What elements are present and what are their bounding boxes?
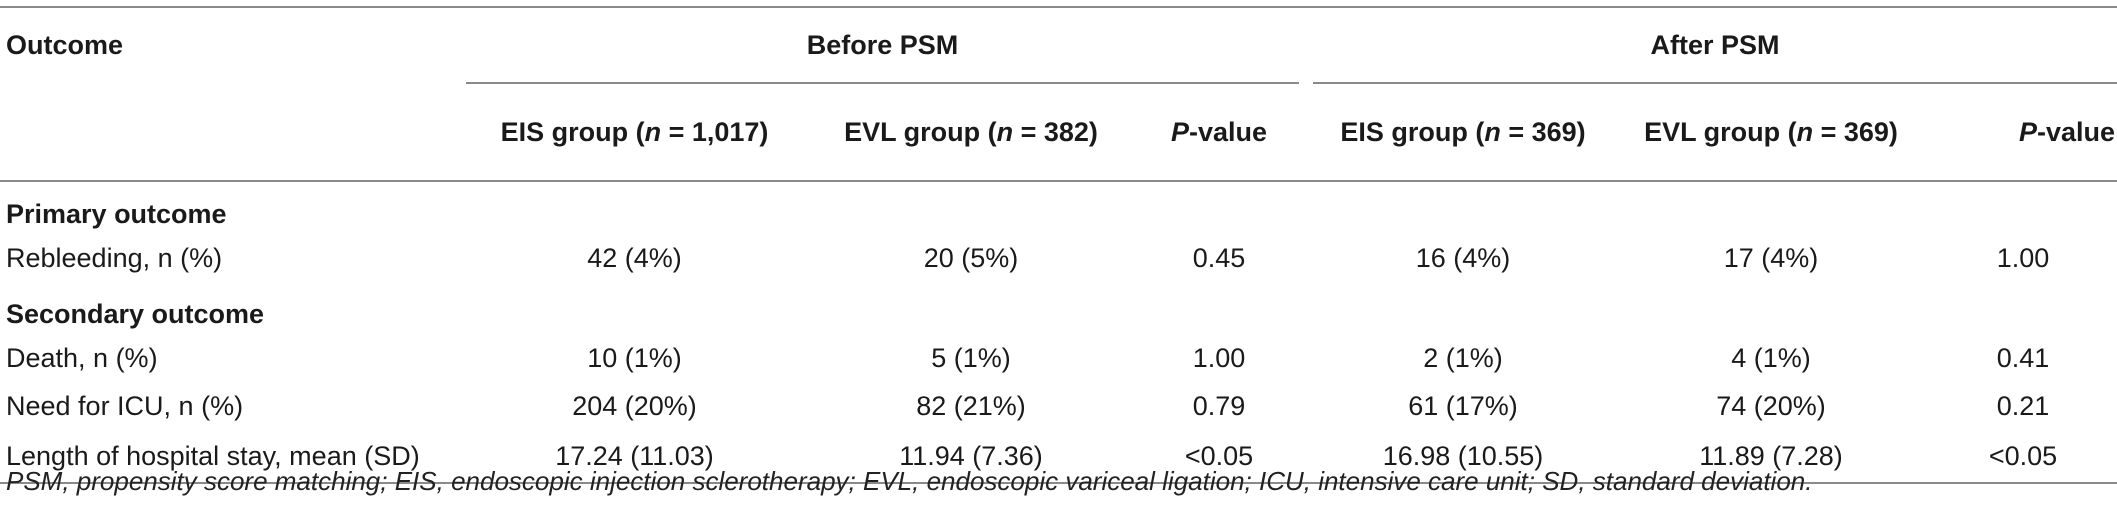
- cell-eis-before: 204 (20%): [572, 390, 697, 421]
- row-label: Need for ICU, n (%): [6, 390, 244, 421]
- table-row: Death, n (%) 10 (1%) 5 (1%) 1.00 2 (1%) …: [0, 334, 2117, 382]
- cell-p-after: 0.41: [1996, 342, 2050, 373]
- eis-before-header: EIS group (n = 1,017): [500, 116, 769, 147]
- row-label: Rebleeding, n (%): [6, 242, 223, 273]
- cell-evl-after: 74 (20%): [1716, 390, 1826, 421]
- section-row-primary: Primary outcome: [0, 181, 2117, 234]
- evl-after-header: EVL group (n = 369): [1644, 116, 1898, 147]
- section-label: Secondary outcome: [6, 299, 265, 329]
- table-footnote: PSM, propensity score matching; EIS, end…: [6, 466, 1813, 496]
- after-psm-header: After PSM: [1313, 7, 2117, 84]
- cell-p-after: 0.21: [1996, 390, 2050, 421]
- row-label: Death, n (%): [6, 342, 158, 373]
- cell-eis-after: 16 (4%): [1415, 242, 1511, 273]
- cell-eis-before: 42 (4%): [587, 242, 682, 273]
- cell-eis-after: 61 (17%): [1408, 390, 1518, 421]
- cell-eis-before: 17.24 (11.03): [555, 440, 714, 471]
- cell-evl-before: 82 (21%): [916, 390, 1026, 421]
- cell-eis-before: 10 (1%): [587, 342, 682, 373]
- p-after-header: P-value: [2018, 116, 2115, 147]
- evl-before-header: EVL group (n = 382): [844, 116, 1098, 147]
- cell-p-before: 0.79: [1192, 390, 1246, 421]
- eis-after-header: EIS group (n = 369): [1340, 116, 1586, 147]
- cell-p-after: <0.05: [1988, 440, 2058, 471]
- header-row-1: Outcome Before PSM After PSM: [0, 7, 2117, 84]
- cell-eis-after: 2 (1%): [1423, 342, 1503, 373]
- cell-evl-after: 4 (1%): [1731, 342, 1811, 373]
- cell-eis-after: 16.98 (10.55): [1382, 440, 1544, 471]
- p-before-header: P-value: [1170, 116, 1268, 147]
- cell-evl-before: 5 (1%): [931, 342, 1011, 373]
- header-row-2: EIS group (n = 1,017) EVL group (n = 382…: [0, 83, 2117, 181]
- before-psm-header: Before PSM: [466, 7, 1299, 84]
- cell-evl-after: 11.89 (7.28): [1699, 440, 1843, 471]
- section-row-secondary: Secondary outcome: [0, 282, 2117, 334]
- cell-evl-before: 11.94 (7.36): [899, 440, 1043, 471]
- cell-p-before: 1.00: [1192, 342, 1246, 373]
- outcomes-table: Outcome Before PSM After PSM EIS group (…: [0, 6, 2117, 484]
- table-row: Length of hospital stay, mean (SD) 17.24…: [0, 430, 2117, 483]
- cell-evl-before: 20 (5%): [923, 242, 1019, 273]
- section-label: Primary outcome: [6, 199, 227, 229]
- cell-p-before: 0.45: [1192, 242, 1246, 273]
- cell-evl-after: 17 (4%): [1723, 242, 1819, 273]
- row-label: Length of hospital stay, mean (SD): [6, 440, 420, 471]
- cell-p-before: <0.05: [1184, 440, 1254, 471]
- table-row: Need for ICU, n (%) 204 (20%) 82 (21%) 0…: [0, 382, 2117, 430]
- outcome-header: Outcome: [6, 30, 124, 60]
- table-row: Rebleeding, n (%) 42 (4%) 20 (5%) 0.45 1…: [0, 234, 2117, 282]
- cell-p-after: 1.00: [1996, 242, 2050, 273]
